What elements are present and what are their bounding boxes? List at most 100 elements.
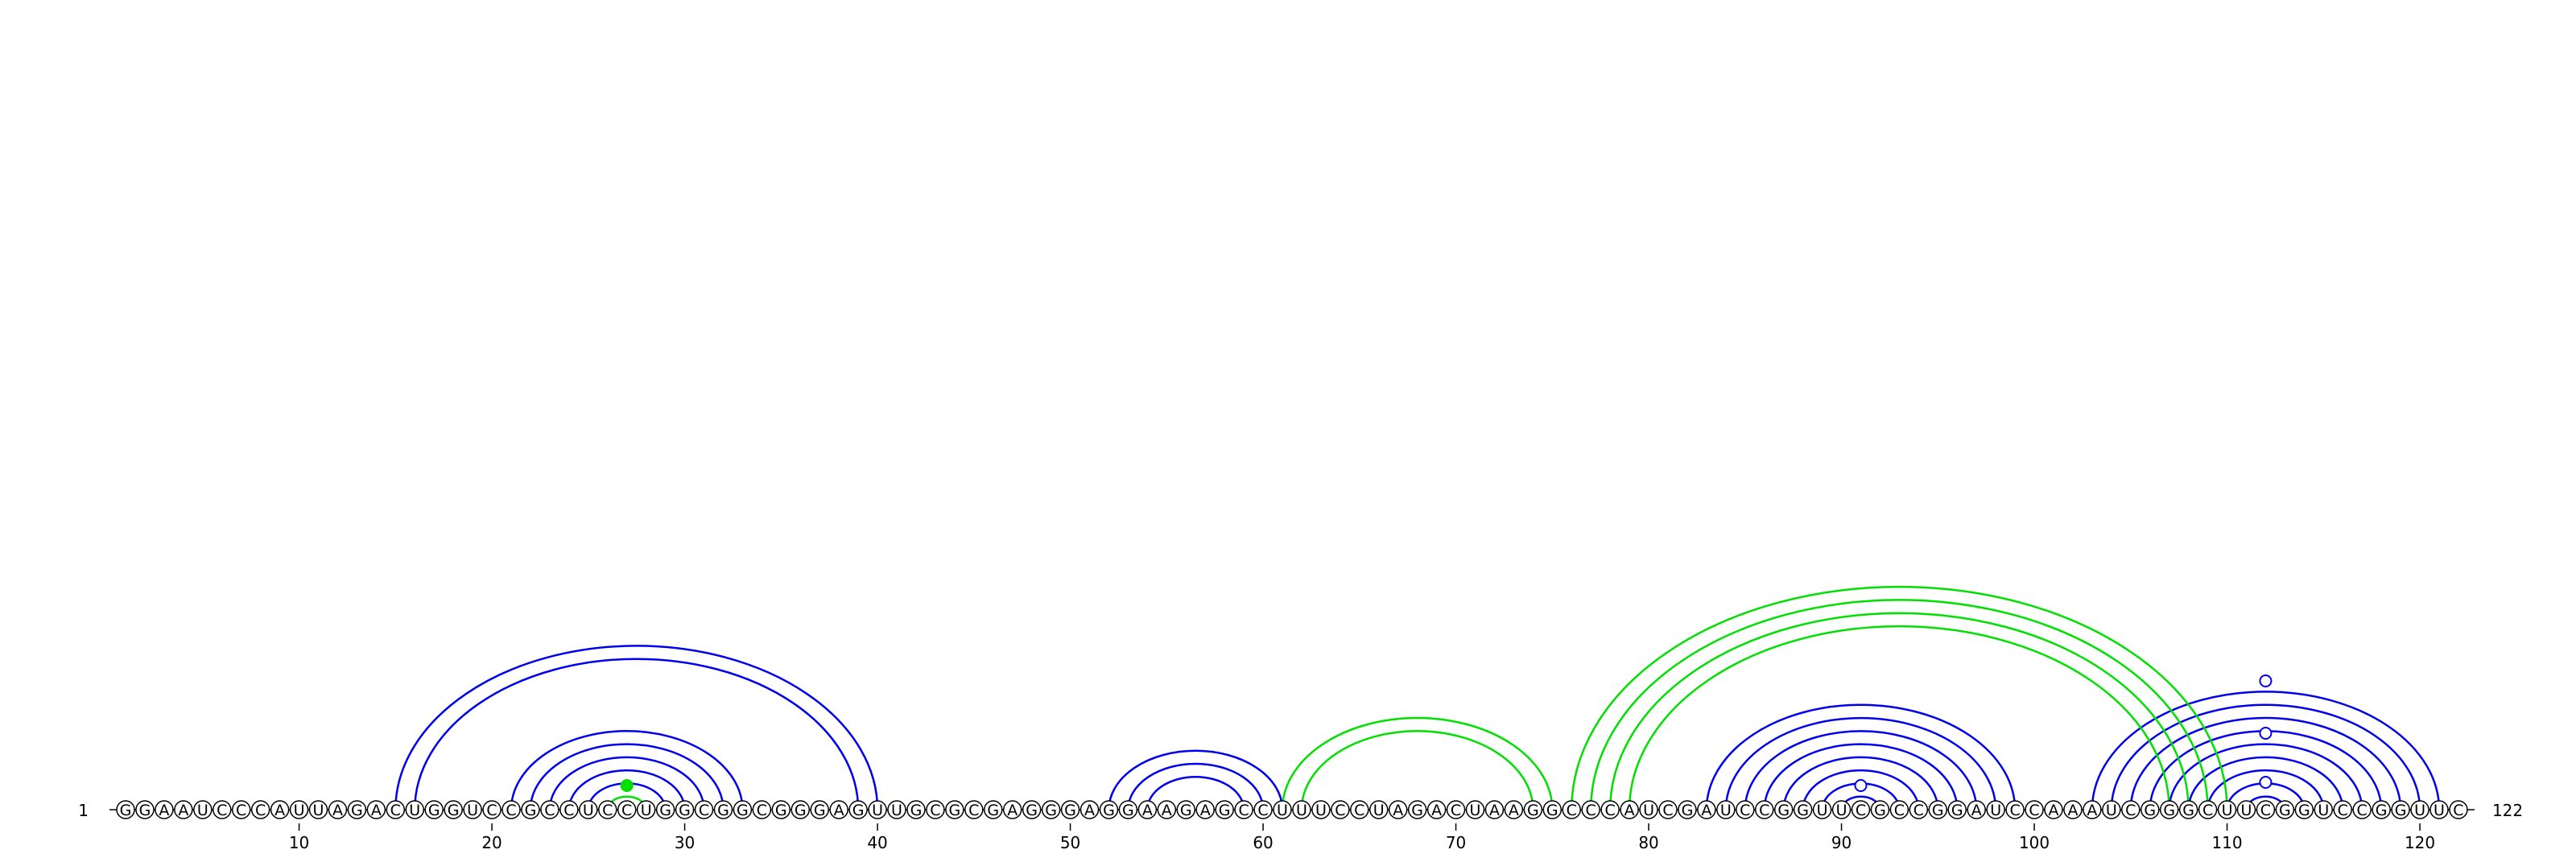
arc-primary-pair <box>1802 769 1920 810</box>
nucleotide-circle <box>2372 800 2391 819</box>
arc-primary-pair <box>1744 730 1978 810</box>
nucleotide-circle <box>752 800 772 819</box>
nucleotide-circle <box>521 800 540 819</box>
nucleotide: C <box>1658 800 1678 819</box>
nucleotide-circle <box>174 800 193 819</box>
arc-primary-pair <box>529 743 724 810</box>
nucleotide-letter: C <box>2338 802 2348 819</box>
nucleotide-letter: C <box>2029 802 2039 819</box>
nucleotide-letter: C <box>1354 802 1364 819</box>
nucleotide-circle <box>2294 800 2314 819</box>
nucleotide: C <box>1581 800 1600 819</box>
nucleotide: G <box>2140 800 2160 819</box>
nucleotide: U <box>289 800 309 819</box>
nucleotide-circle <box>540 800 559 819</box>
nucleotide-circle <box>559 800 579 819</box>
nucleotide-letter: A <box>178 802 188 819</box>
nucleotide: G <box>1793 800 1813 819</box>
nucleotide-letter: U <box>891 802 902 819</box>
nucleotide: G <box>1176 800 1195 819</box>
nucleotide-letter: G <box>525 802 537 819</box>
loop-marker-primary <box>2259 674 2273 687</box>
nucleotide-circle <box>2314 800 2334 819</box>
arc-primary-pair <box>568 769 686 810</box>
nucleotide: G <box>1022 800 1042 819</box>
nucleotide-letter: C <box>2260 802 2271 819</box>
nucleotide: U <box>463 800 482 819</box>
nucleotide: G <box>848 800 868 819</box>
nucleotide-circle <box>868 800 887 819</box>
arc-primary-pair <box>2207 769 2325 810</box>
nucleotide-circle <box>250 800 270 819</box>
nucleotide-letter: A <box>275 802 285 819</box>
nucleotide: G <box>2178 800 2198 819</box>
nucleotide-circle <box>829 800 848 819</box>
nucleotide-letter: U <box>2106 802 2117 819</box>
loop-marker-secondary <box>620 779 634 792</box>
nucleotide-circle <box>2449 800 2468 819</box>
nucleotide-letter: C <box>1662 802 1673 819</box>
nucleotide: A <box>1137 800 1158 819</box>
tick-label: 50 <box>1060 833 1080 852</box>
nucleotide-circle <box>444 800 463 819</box>
loop-marker-primary <box>1854 779 1868 792</box>
nucleotide-circle <box>1831 800 1852 819</box>
nucleotide-circle <box>155 800 174 819</box>
nucleotide-circle <box>810 800 829 819</box>
nucleotide-circle <box>1118 800 1138 819</box>
arc-primary-pair <box>414 658 860 810</box>
tick-label: 90 <box>1831 833 1852 852</box>
nucleotide-letter: U <box>872 802 883 819</box>
nucleotide: C <box>598 800 617 819</box>
nucleotide-circle <box>463 800 482 819</box>
tick-label: 60 <box>1253 833 1273 852</box>
nucleotide-letter: U <box>294 802 305 819</box>
nucleotide: C <box>1253 800 1273 819</box>
nucleotide: U <box>1831 800 1852 819</box>
nucleotide-letter: U <box>1720 802 1732 819</box>
nucleotide-letter: C <box>621 802 632 819</box>
nucleotide: C <box>502 800 521 819</box>
nucleotide-letter: A <box>1431 802 1442 819</box>
nucleotide-letter: C <box>1913 802 1924 819</box>
nucleotide-circle <box>636 800 656 819</box>
nucleotide-letter: C <box>757 802 767 819</box>
nucleotide-letter: C <box>1238 802 1249 819</box>
nucleotide-letter: C <box>390 802 401 819</box>
nucleotide-letter: U <box>1836 802 1847 819</box>
nucleotide: C <box>752 800 772 819</box>
nucleotide-letter: C <box>544 802 555 819</box>
nucleotide: U <box>579 800 598 819</box>
nucleotide-circle <box>1080 800 1100 819</box>
nucleotide-letter: A <box>1007 802 1018 819</box>
nucleotide: G <box>1118 800 1138 819</box>
arc-primary-pair <box>2091 691 2441 810</box>
nucleotide-letter: G <box>1026 802 1038 819</box>
nucleotide: G <box>347 800 367 819</box>
nucleotide-circle <box>1504 800 1524 819</box>
nucleotide-circle <box>1542 800 1563 819</box>
nucleotide: G <box>1215 800 1234 819</box>
nucleotide-letter: C <box>1894 802 1905 819</box>
nucleotide-letter: G <box>1546 802 1558 819</box>
nucleotide: C <box>1600 800 1620 819</box>
nucleotide-letter: A <box>1971 802 1982 819</box>
nucleotide-circle <box>1773 800 1794 819</box>
nucleotide: A <box>270 800 290 819</box>
nucleotide: U <box>1986 800 2005 819</box>
nucleotide: A <box>1504 800 1524 819</box>
nucleotide-letter: G <box>717 802 729 819</box>
nucleotide-circle <box>655 800 675 819</box>
nucleotide: G <box>1947 800 1967 819</box>
nucleotide-letter: A <box>2049 802 2059 819</box>
nucleotide: G <box>1928 800 1948 819</box>
nucleotide-letter: U <box>2434 802 2445 819</box>
arc-secondary-pair <box>1300 730 1534 810</box>
arc-primary-pair <box>2187 756 2344 810</box>
nucleotide: A <box>1157 800 1177 819</box>
nucleotide-circle <box>2178 800 2198 819</box>
nucleotide: U <box>1273 800 1292 819</box>
nucleotide-letter: U <box>467 802 478 819</box>
nucleotide-letter: C <box>1257 802 1268 819</box>
